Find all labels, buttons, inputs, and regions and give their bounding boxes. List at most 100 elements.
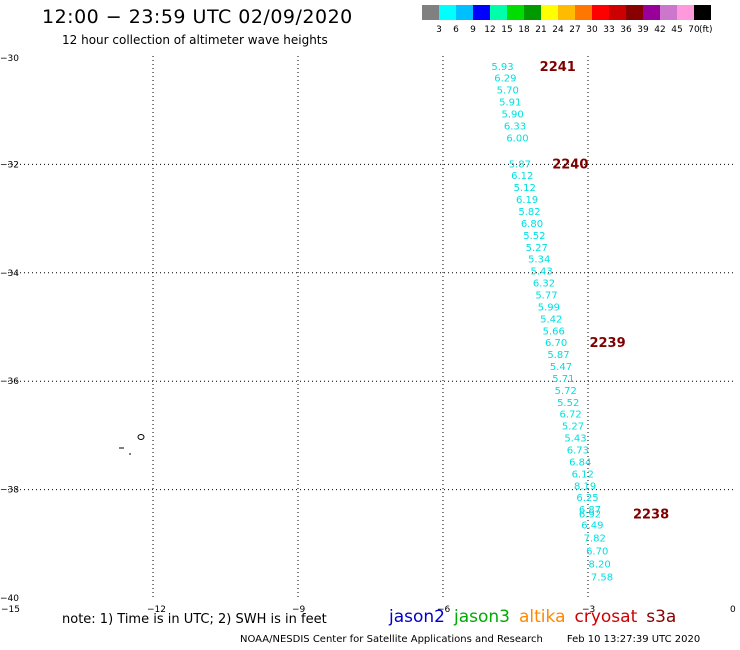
colorbar-label: 27 <box>569 25 581 35</box>
x-tick-label: −3 <box>582 605 595 615</box>
satellite-altika: altika <box>519 607 566 627</box>
pass-time-label: 2241 <box>540 60 576 75</box>
wave-height-label: 5.72 <box>555 386 577 397</box>
wave-height-label: 6.84 <box>569 457 591 468</box>
x-tick-label: −6 <box>437 605 451 615</box>
colorbar-label: 21 <box>535 25 547 35</box>
satellite-cryosat: cryosat <box>574 607 638 627</box>
satellite-legend: jason2 jason3 altika cryosat s3a <box>389 607 685 627</box>
wave-height-label: 6.87 <box>579 505 601 516</box>
colorbar-label: 15 <box>501 25 513 35</box>
colorbar-label: 18 <box>518 25 530 35</box>
colorbar-swatch <box>422 5 439 20</box>
colorbar-label: 3 <box>436 25 442 35</box>
wave-height-label: 5.12 <box>514 183 536 194</box>
colorbar-label: 36 <box>620 25 632 35</box>
colorbar-label: 70 <box>688 25 700 35</box>
wave-height-label: 5.43 <box>564 434 586 445</box>
wave-height-label: 5.66 <box>543 326 565 337</box>
wave-height-label: 6.70 <box>545 338 567 349</box>
wave-height-label: 6.29 <box>494 74 516 85</box>
colorbar-swatch <box>609 5 626 20</box>
colorbar-swatch <box>439 5 456 20</box>
wave-height-label: 5.52 <box>557 398 579 409</box>
island-shape <box>137 434 145 440</box>
wave-height-label: 5.70 <box>497 86 519 97</box>
colorbar-swatch <box>456 5 473 20</box>
wave-height-label: 6.00 <box>506 133 528 144</box>
colorbar-swatch <box>524 5 541 20</box>
pass-time-label: 2239 <box>589 336 625 351</box>
pass-time-label: 2240 <box>552 157 588 172</box>
wave-height-label: 5.27 <box>562 422 584 433</box>
grid-layer <box>8 56 733 598</box>
colorbar-swatch <box>694 5 711 20</box>
timestamp-text: Feb 10 13:27:39 UTC 2020 <box>566 634 701 645</box>
wave-height-label: 5.34 <box>528 255 550 266</box>
wave-height-label: 5.77 <box>535 290 557 301</box>
axis-ticks: −15 −12 −9 −6 −3 0−30−32−34−36−38−40 <box>0 54 736 615</box>
wave-height-label: 5.43 <box>530 267 552 278</box>
colorbar-swatch <box>490 5 507 20</box>
colorbar-label: 24 <box>552 25 564 35</box>
wave-height-label: 6.80 <box>521 219 543 230</box>
pass-time-label: 2238 <box>633 507 669 522</box>
x-tick-label: 0 <box>730 605 736 615</box>
wave-height-label: 7.82 <box>584 533 606 544</box>
credit-text: NOAA/NESDIS Center for Satellite Applica… <box>240 634 543 645</box>
satellite-s3a: s3a <box>646 607 677 627</box>
wave-height-label: 6.72 <box>559 410 581 421</box>
y-tick-label: −36 <box>0 377 19 387</box>
y-tick-label: −40 <box>0 594 19 604</box>
satellite-jason3: jason3 <box>454 607 510 627</box>
x-tick-label: −12 <box>147 605 166 615</box>
y-tick-label: −30 <box>0 54 19 64</box>
wave-height-label: 6.70 <box>586 546 608 557</box>
colorbar-swatch <box>558 5 575 20</box>
colorbar-label: 30 <box>586 25 598 35</box>
wave-height-label: 5.42 <box>540 314 562 325</box>
y-tick-label: −34 <box>0 269 19 279</box>
wave-height-label: 6.19 <box>516 195 538 206</box>
chart-title: 12:00 − 23:59 UTC 02/09/2020 <box>42 6 353 28</box>
colorbar-swatch <box>677 5 694 20</box>
x-tick-label: −15 <box>1 605 20 615</box>
wave-height-label: 8.19 <box>574 481 596 492</box>
wave-height-label: 6.32 <box>533 279 555 290</box>
colorbar-label: 42 <box>654 25 666 35</box>
colorbar-swatch <box>626 5 643 20</box>
colorbar-swatch <box>643 5 660 20</box>
wave-height-label: 6.12 <box>572 469 594 480</box>
wave-height-label: 5.87 <box>509 159 531 170</box>
wave-height-label: 5.93 <box>491 62 513 73</box>
colorbar-unit: (ft) <box>699 25 713 35</box>
y-tick-label: −38 <box>0 486 19 496</box>
colorbar-label: 33 <box>603 25 615 35</box>
y-tick-label: −32 <box>0 160 19 170</box>
colorbar-swatch <box>575 5 592 20</box>
colorbar-label: 9 <box>470 25 476 35</box>
colorbar-swatch <box>660 5 677 20</box>
colorbar-swatch <box>473 5 490 20</box>
wave-height-label: 6.25 <box>576 493 598 504</box>
wave-height-label: 5.87 <box>547 350 569 361</box>
colorbar-label: 12 <box>484 25 496 35</box>
data-layer: 5.936.295.705.915.906.336.005.876.125.12… <box>491 60 669 584</box>
wave-height-label: 5.99 <box>538 302 560 313</box>
x-tick-label: −9 <box>292 605 306 615</box>
footer: NOAA/NESDIS Center for Satellite Applica… <box>240 634 700 645</box>
wave-height-label: 8.20 <box>588 559 610 570</box>
satellite-jason2: jason2 <box>389 607 445 627</box>
wave-height-label: 6.73 <box>567 445 589 456</box>
island-outline <box>119 434 145 455</box>
wave-height-label: 7.58 <box>591 572 613 583</box>
wave-height-label: 5.90 <box>501 109 523 120</box>
wave-height-label: 6.12 <box>511 171 533 182</box>
colorbar-swatch <box>507 5 524 20</box>
colorbar-label: 6 <box>453 25 459 35</box>
wave-height-label: 6.92 <box>579 509 601 520</box>
wave-height-label: 5.91 <box>499 98 521 109</box>
wave-height-label: 5.71 <box>552 374 574 385</box>
units-note: note: 1) Time is in UTC; 2) SWH is in fe… <box>62 612 327 627</box>
